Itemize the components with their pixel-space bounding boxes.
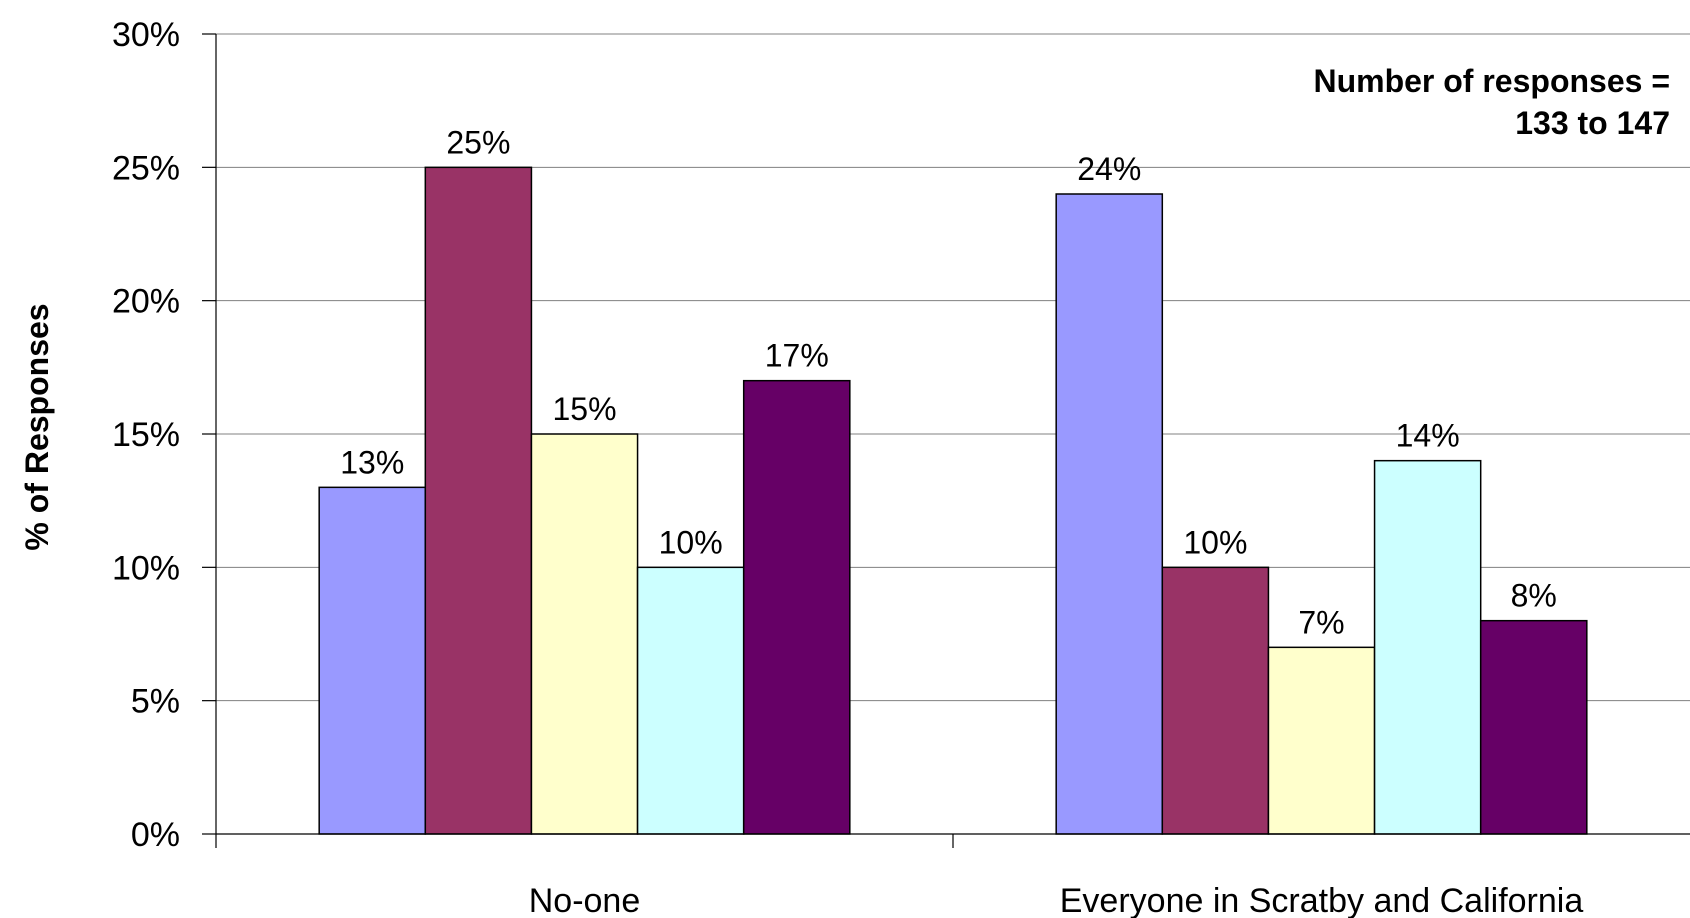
y-tick-label: 20%: [112, 283, 180, 321]
category-label: No-one: [529, 882, 641, 918]
data-label: 25%: [446, 124, 510, 160]
y-tick-label: 25%: [112, 149, 180, 187]
y-tick-label: 10%: [112, 549, 180, 587]
y-axis-title: % of Responses: [19, 303, 55, 550]
data-label: 8%: [1511, 578, 1557, 614]
bar: [742, 379, 851, 835]
bar: [1373, 459, 1482, 835]
bar: [424, 166, 533, 835]
data-label: 15%: [552, 391, 616, 427]
data-label: 14%: [1396, 418, 1460, 454]
data-label: 10%: [1183, 524, 1247, 560]
bar: [1267, 646, 1376, 835]
y-axis-ticks: 0% 5% 10% 15% 20% 25% 30%: [112, 16, 954, 854]
data-label: 10%: [659, 524, 723, 560]
bar: [1055, 193, 1164, 835]
bar: [1479, 619, 1588, 835]
bar: [318, 486, 427, 835]
data-label: 24%: [1077, 151, 1141, 187]
responses-note-line-1: Number of responses =: [1313, 63, 1670, 99]
bars: [318, 166, 1588, 835]
y-tick-label: 5%: [131, 683, 180, 721]
data-labels: 13% 25% 15% 10% 17% 24% 10% 7% 14% 8%: [340, 124, 1557, 640]
category-labels: No-one Everyone in Scratby and California: [529, 882, 1584, 918]
y-tick-label: 30%: [112, 16, 180, 54]
data-label: 7%: [1298, 604, 1344, 640]
category-label: Everyone in Scratby and California: [1060, 882, 1584, 918]
responses-note-line-2: 133 to 147: [1515, 105, 1670, 141]
bar: [1161, 566, 1270, 835]
bar: [530, 433, 639, 835]
data-label: 17%: [765, 338, 829, 374]
y-tick-label: 0%: [131, 816, 180, 854]
data-label: 13%: [340, 444, 404, 480]
bar: [636, 566, 745, 835]
y-tick-label: 15%: [112, 416, 180, 454]
